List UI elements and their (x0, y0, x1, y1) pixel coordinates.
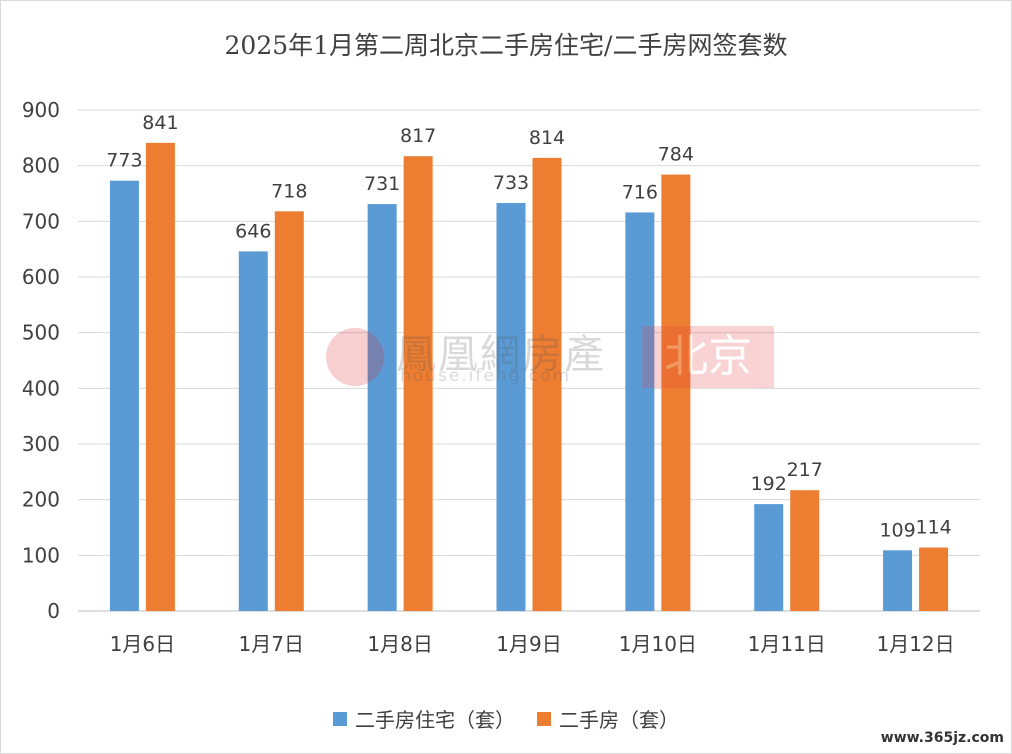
corner-watermark: www.365jz.com (880, 730, 1004, 746)
bar (145, 142, 175, 612)
data-label: 814 (529, 127, 565, 149)
y-tick-label: 200 (22, 488, 60, 512)
legend-label-series-2: 二手房（套） (559, 708, 679, 732)
x-tick-label: 1月8日 (367, 632, 432, 656)
y-tick-label: 600 (22, 265, 60, 289)
data-label: 217 (787, 459, 823, 481)
y-tick-label: 400 (22, 376, 60, 400)
bar (274, 211, 304, 611)
data-label: 731 (364, 173, 400, 195)
bar (109, 180, 139, 612)
legend-item-series-1: 二手房住宅（套） (333, 704, 515, 733)
y-tick-label: 700 (22, 209, 60, 233)
legend-label-series-1: 二手房住宅（套） (355, 708, 515, 732)
legend-swatch-series-2 (537, 711, 551, 726)
data-label: 646 (235, 220, 271, 242)
bar (754, 504, 784, 611)
y-tick-label: 300 (22, 432, 60, 456)
y-tick-label: 500 (22, 321, 60, 345)
y-tick-label: 0 (47, 599, 60, 623)
bar (661, 174, 691, 611)
bar (883, 550, 913, 611)
bar (790, 490, 820, 611)
data-label: 733 (493, 172, 529, 194)
data-label: 718 (271, 180, 307, 202)
bar (367, 204, 397, 611)
bar (919, 547, 949, 611)
data-label: 773 (106, 150, 142, 172)
data-label: 109 (879, 519, 915, 541)
x-tick-label: 1月11日 (748, 632, 826, 656)
data-label: 841 (142, 112, 178, 134)
data-label: 114 (915, 517, 951, 539)
data-label: 716 (622, 181, 658, 203)
data-label: 784 (658, 144, 694, 166)
bar (238, 251, 268, 612)
x-tick-label: 1月12日 (876, 632, 954, 656)
x-tick-label: 1月7日 (239, 632, 304, 656)
x-tick-label: 1月6日 (110, 632, 175, 656)
x-tick-label: 1月9日 (496, 632, 561, 656)
bar (625, 212, 655, 611)
bar (403, 156, 433, 611)
data-label: 817 (400, 125, 436, 147)
y-tick-label: 100 (22, 543, 60, 567)
y-tick-label: 800 (22, 154, 60, 178)
chart-legend: 二手房住宅（套） 二手房（套） (0, 704, 1012, 733)
x-tick-label: 1月10日 (619, 632, 697, 656)
data-label: 192 (751, 473, 787, 495)
legend-item-series-2: 二手房（套） (537, 704, 679, 733)
bar (532, 157, 562, 611)
y-tick-label: 900 (22, 98, 60, 122)
chart-title: 2025年1月第二周北京二手房住宅/二手房网签套数 (224, 31, 788, 60)
legend-swatch-series-1 (333, 711, 347, 726)
bar (496, 202, 526, 612)
